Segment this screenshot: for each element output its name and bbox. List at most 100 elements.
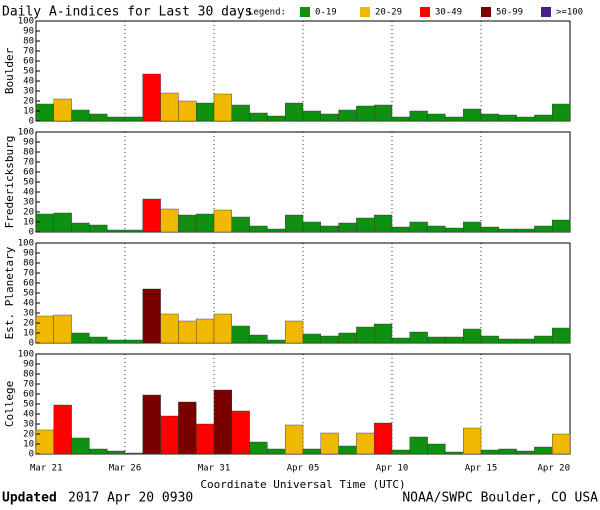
bar xyxy=(427,225,446,233)
footer-source: NOAA/SWPC Boulder, CO USA xyxy=(402,491,598,506)
y-tick-label: 20 xyxy=(23,319,34,329)
bar xyxy=(89,224,108,233)
y-tick-label: 60 xyxy=(23,168,34,178)
x-tick-label: Apr 15 xyxy=(465,464,498,474)
y-tick-label: 90 xyxy=(23,27,34,37)
bar xyxy=(160,92,179,122)
bar xyxy=(516,338,535,344)
bar xyxy=(498,228,517,233)
y-tick-label: 0 xyxy=(29,339,34,349)
legend-label: 50-99 xyxy=(496,8,523,18)
y-tick-label: 0 xyxy=(29,228,34,238)
y-tick-label: 60 xyxy=(23,279,34,289)
y-tick-label: 40 xyxy=(23,299,34,309)
x-tick-label: Mar 21 xyxy=(30,464,63,474)
y-tick-label: 10 xyxy=(23,440,34,450)
y-tick-label: 20 xyxy=(23,208,34,218)
bar xyxy=(374,104,393,122)
bar xyxy=(285,214,304,233)
bar xyxy=(338,445,357,455)
bar xyxy=(480,449,499,455)
bar xyxy=(178,214,197,233)
bar xyxy=(213,389,232,455)
y-tick-label: 0 xyxy=(29,117,34,127)
bar xyxy=(231,104,250,122)
y-tick-label: 100 xyxy=(18,17,34,27)
legend-swatch xyxy=(300,7,310,17)
y-tick-label: 90 xyxy=(23,138,34,148)
bar xyxy=(195,318,215,344)
bar xyxy=(142,73,161,122)
bar xyxy=(160,415,179,455)
bar xyxy=(356,217,375,233)
y-tick-label: 80 xyxy=(23,148,34,158)
bar xyxy=(53,212,72,233)
bar xyxy=(320,335,339,344)
y-tick-label: 70 xyxy=(23,158,34,168)
legend-label: 0-19 xyxy=(315,8,337,18)
bar xyxy=(498,448,517,455)
y-tick-label: 20 xyxy=(23,97,34,107)
bar xyxy=(213,313,232,344)
panel-label: Boulder xyxy=(3,47,16,94)
bar xyxy=(480,113,499,122)
bar xyxy=(552,327,571,344)
panel-label: Fredericksburg xyxy=(3,136,16,229)
bar xyxy=(374,422,393,455)
bar xyxy=(124,339,143,344)
bar xyxy=(35,315,54,344)
bar xyxy=(231,410,250,455)
bar xyxy=(498,338,517,344)
bar xyxy=(445,336,464,344)
bar xyxy=(267,448,286,455)
bar xyxy=(534,225,553,233)
y-tick-label: 50 xyxy=(23,178,34,188)
bar xyxy=(534,114,553,122)
legend-swatch xyxy=(360,7,370,17)
bar xyxy=(249,225,268,233)
y-tick-label: 70 xyxy=(23,269,34,279)
bar xyxy=(71,332,90,344)
y-tick-label: 0 xyxy=(29,450,34,460)
bar xyxy=(89,448,108,455)
y-tick-label: 40 xyxy=(23,188,34,198)
bar xyxy=(71,109,90,122)
bar xyxy=(106,229,126,233)
bar xyxy=(463,328,482,344)
y-tick-label: 40 xyxy=(23,77,34,87)
bar xyxy=(124,229,143,233)
bar xyxy=(195,213,215,233)
bar xyxy=(195,423,215,455)
bar xyxy=(142,288,161,344)
bar xyxy=(320,432,339,455)
y-tick-label: 80 xyxy=(23,370,34,380)
legend-label: >=100 xyxy=(556,8,583,18)
bar xyxy=(35,103,54,122)
bar xyxy=(267,339,286,344)
bar xyxy=(231,325,250,344)
bar xyxy=(53,404,72,455)
bar xyxy=(178,401,197,455)
bar xyxy=(427,113,446,122)
bar xyxy=(463,221,482,233)
bar xyxy=(89,113,108,122)
x-tick-label: Mar 26 xyxy=(109,464,142,474)
bar xyxy=(285,424,304,455)
legend-label: 30-49 xyxy=(435,8,462,18)
bar xyxy=(427,443,446,455)
y-tick-label: 80 xyxy=(23,37,34,47)
bar xyxy=(516,450,535,455)
bar xyxy=(124,116,143,122)
y-tick-label: 10 xyxy=(23,218,34,228)
y-tick-label: 80 xyxy=(23,259,34,269)
bar xyxy=(249,334,268,344)
bar xyxy=(498,114,517,122)
legend-label: 20-29 xyxy=(375,8,402,18)
bar xyxy=(302,448,321,455)
panel-label: Est. Planetary xyxy=(3,246,16,339)
bar xyxy=(427,336,446,344)
y-tick-label: 30 xyxy=(23,198,34,208)
panel-label: College xyxy=(3,381,16,427)
bar xyxy=(480,226,499,233)
